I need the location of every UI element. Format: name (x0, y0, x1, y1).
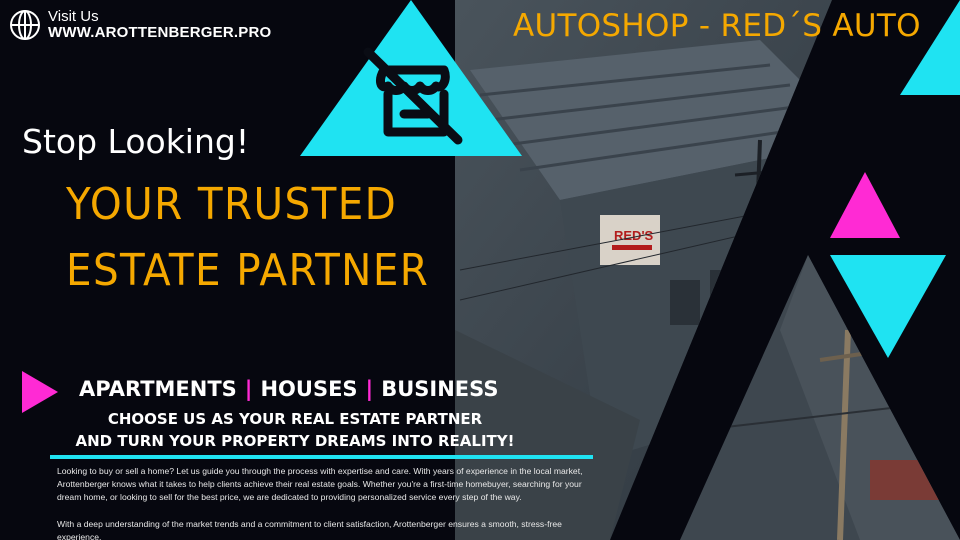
cyan-triangle-down (830, 255, 946, 358)
category-separator: | (365, 377, 374, 401)
magenta-triangle (830, 172, 900, 238)
tagline: Stop Looking! (22, 122, 250, 161)
website-url[interactable]: WWW.AROTTENBERGER.PRO (48, 24, 272, 41)
cta-line-2: AND TURN YOUR PROPERTY DREAMS INTO REALI… (75, 432, 515, 450)
category-separator: | (244, 377, 253, 401)
cta-line-1: CHOOSE US AS YOUR REAL ESTATE PARTNER (107, 410, 483, 428)
visit-us-link[interactable]: Visit Us WWW.AROTTENBERGER.PRO (8, 8, 271, 42)
photo-sign-text: RED'S (614, 228, 654, 243)
globe-icon (10, 10, 40, 40)
visit-label: Visit Us (48, 8, 99, 25)
play-arrow-icon (22, 371, 58, 413)
divider (50, 455, 593, 459)
headline-line-2: ESTATE PARTNER (66, 245, 430, 296)
shop-title: AUTOSHOP - RED´S AUTO (513, 8, 921, 44)
category-list: APARTMENTS | HOUSES | BUSINESS (79, 377, 498, 401)
headline-line-1: YOUR TRUSTED (66, 179, 398, 230)
cyan-triangle-top (300, 0, 522, 156)
body-paragraph-2: With a deep understanding of the market … (57, 519, 562, 540)
body-paragraph-1: Looking to buy or sell a home? Let us gu… (57, 466, 583, 502)
no-shop-icon (363, 47, 463, 145)
category-houses: HOUSES (260, 377, 358, 401)
category-apartments: APARTMENTS (79, 377, 237, 401)
category-business: BUSINESS (381, 377, 499, 401)
cyan-shard (900, 0, 960, 95)
